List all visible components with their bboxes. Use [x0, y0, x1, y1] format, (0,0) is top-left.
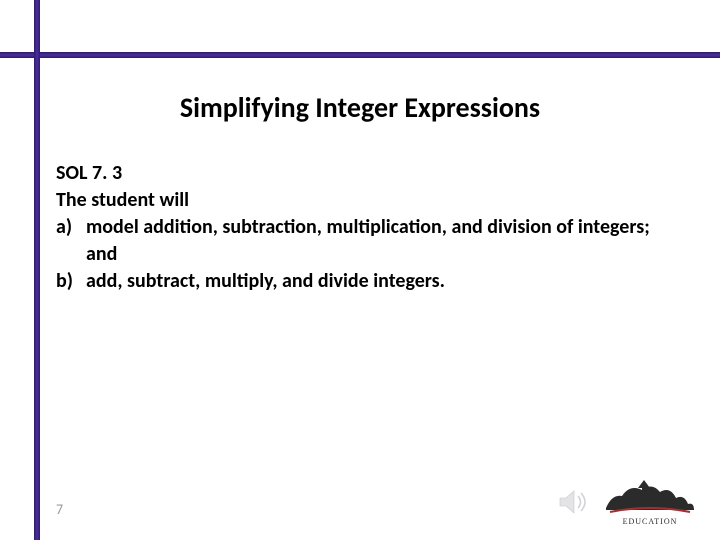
intro-text: The student will: [56, 187, 680, 214]
list-item: b) add, subtract, multiply, and divide i…: [56, 268, 680, 295]
decorative-vertical-bar: [34, 0, 40, 540]
decorative-horizontal-bar: [0, 52, 720, 58]
list-marker: a): [56, 214, 86, 241]
list-content: add, subtract, multiply, and divide inte…: [86, 268, 680, 295]
list-marker: b): [56, 268, 86, 295]
slide-title: Simplifying Integer Expressions: [0, 90, 720, 125]
list-item: a) model addition, subtraction, multipli…: [56, 214, 680, 268]
sol-label: SOL 7. 3: [56, 160, 680, 187]
speaker-icon: [558, 488, 590, 516]
list-content: model addition, subtraction, multiplicat…: [86, 214, 680, 268]
logo-text: EDUCATION: [623, 517, 678, 526]
vdoe-logo: EDUCATION: [600, 474, 700, 526]
slide-body: SOL 7. 3 The student will a) model addit…: [56, 160, 680, 295]
page-number: 7: [56, 501, 63, 518]
